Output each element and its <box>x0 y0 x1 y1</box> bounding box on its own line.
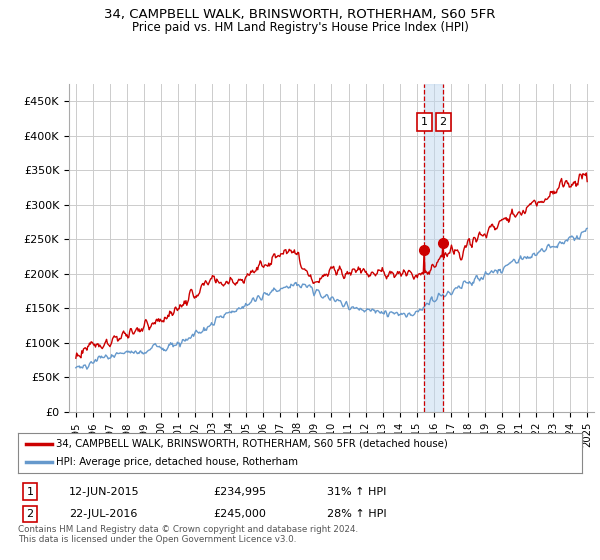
Text: 1: 1 <box>26 487 34 497</box>
Bar <box>424 84 443 412</box>
Text: Price paid vs. HM Land Registry's House Price Index (HPI): Price paid vs. HM Land Registry's House … <box>131 21 469 34</box>
Text: Contains HM Land Registry data © Crown copyright and database right 2024.
This d: Contains HM Land Registry data © Crown c… <box>18 525 358 544</box>
Text: 1: 1 <box>421 117 428 127</box>
Text: HPI: Average price, detached house, Rotherham: HPI: Average price, detached house, Roth… <box>56 458 298 467</box>
Text: £234,995: £234,995 <box>213 487 266 497</box>
Text: 34, CAMPBELL WALK, BRINSWORTH, ROTHERHAM, S60 5FR: 34, CAMPBELL WALK, BRINSWORTH, ROTHERHAM… <box>104 8 496 21</box>
Text: 31% ↑ HPI: 31% ↑ HPI <box>327 487 386 497</box>
Text: 22-JUL-2016: 22-JUL-2016 <box>69 509 137 519</box>
Text: 2: 2 <box>440 117 447 127</box>
Text: £245,000: £245,000 <box>213 509 266 519</box>
Text: 28% ↑ HPI: 28% ↑ HPI <box>327 509 386 519</box>
Text: 34, CAMPBELL WALK, BRINSWORTH, ROTHERHAM, S60 5FR (detached house): 34, CAMPBELL WALK, BRINSWORTH, ROTHERHAM… <box>56 439 448 449</box>
Text: 2: 2 <box>26 509 34 519</box>
Text: 12-JUN-2015: 12-JUN-2015 <box>69 487 140 497</box>
